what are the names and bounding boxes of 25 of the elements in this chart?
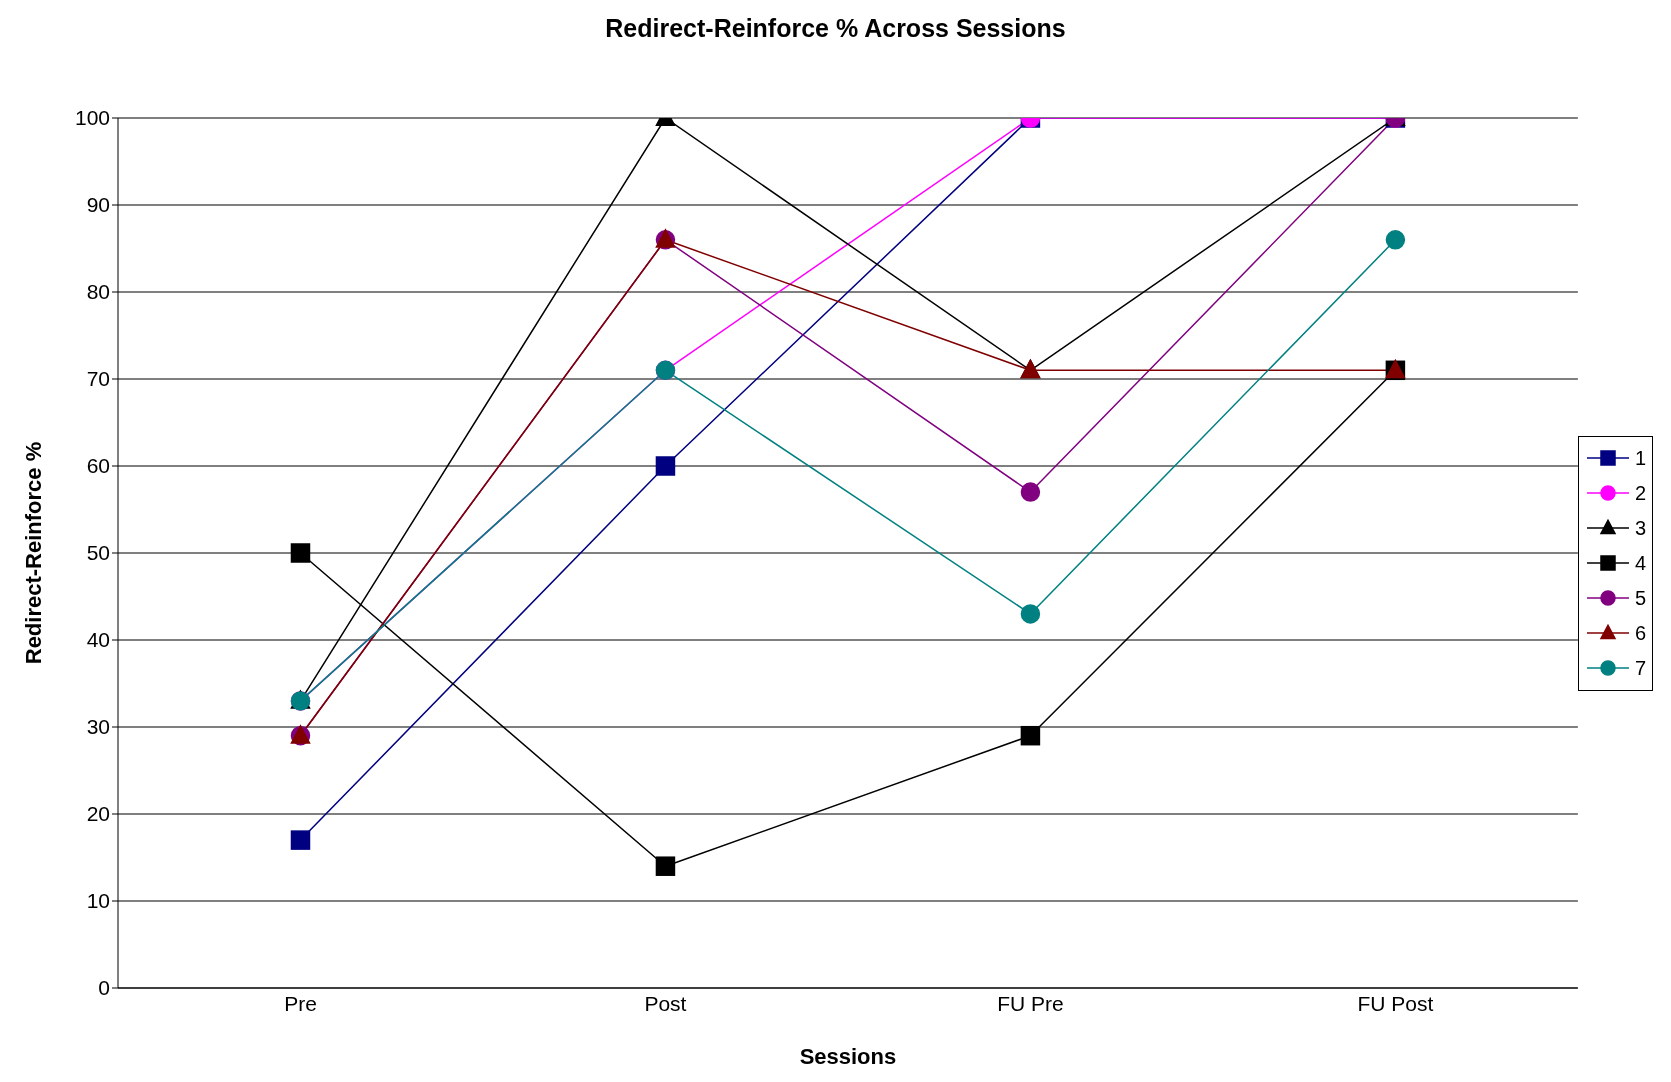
y-axis-title: Redirect-Reinforce % bbox=[20, 441, 46, 665]
y-tick-label: 100 bbox=[74, 106, 110, 130]
y-tick-label: 80 bbox=[86, 280, 110, 304]
legend-label: 5 bbox=[1634, 586, 1646, 610]
x-tick-label: FU Pre bbox=[997, 991, 1064, 1015]
y-tick-label: 10 bbox=[86, 889, 110, 913]
y-tick-label: 40 bbox=[86, 628, 110, 652]
y-tick-label: 50 bbox=[86, 541, 110, 565]
y-tick-label: 90 bbox=[86, 193, 110, 217]
legend-label: 7 bbox=[1634, 656, 1646, 680]
y-tick-label: 30 bbox=[86, 715, 110, 739]
x-tick-label: FU Post bbox=[1357, 991, 1434, 1015]
legend-label: 3 bbox=[1634, 516, 1646, 540]
x-tick-label: Post bbox=[644, 991, 687, 1015]
legend-label: 4 bbox=[1634, 551, 1646, 575]
y-tick-label: 0 bbox=[98, 976, 110, 1000]
y-tick-label: 70 bbox=[86, 367, 110, 391]
legend-label: 1 bbox=[1634, 446, 1646, 470]
x-axis-title: Sessions bbox=[799, 1044, 897, 1069]
x-tick-label: Pre bbox=[284, 991, 317, 1015]
chart-title: Redirect-Reinforce % Across Sessions bbox=[604, 13, 1067, 44]
legend-label: 6 bbox=[1634, 621, 1646, 645]
y-tick-label: 60 bbox=[86, 454, 110, 478]
y-tick-label: 20 bbox=[86, 802, 110, 826]
legend-label: 2 bbox=[1634, 481, 1646, 505]
